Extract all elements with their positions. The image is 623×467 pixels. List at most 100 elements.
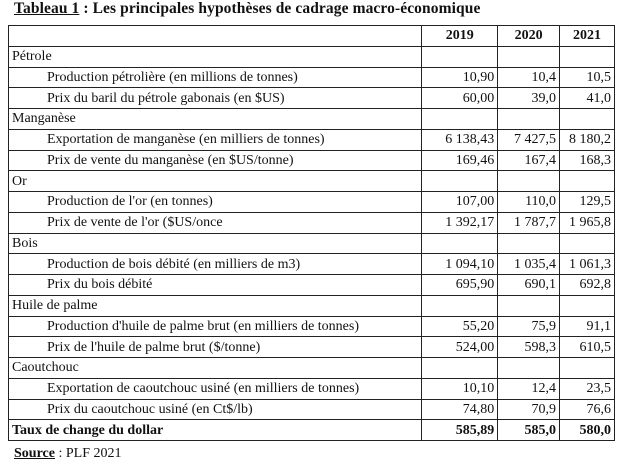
value-cell-2019 <box>421 294 499 317</box>
value-cell-2021: 10,5 <box>559 66 615 89</box>
table-row: Production pétrolière (en millions de to… <box>7 66 615 89</box>
row-label: Production pétrolière (en millions de to… <box>7 66 423 89</box>
value-cell-2019 <box>421 170 499 192</box>
table-row: Prix du baril du pétrole gabonais (en $U… <box>7 87 615 109</box>
value-cell-2021: 580,0 <box>559 419 615 441</box>
value-cell-2019: 585,89 <box>421 419 499 441</box>
row-label: Taux de change du dollar <box>7 419 423 441</box>
section-label: Huile de palme <box>7 294 423 317</box>
row-label: Production d'huile de palme brut (en mil… <box>7 315 423 338</box>
value-cell-2021: 76,6 <box>559 398 615 421</box>
value-cell-2019: 6 138,43 <box>421 128 499 151</box>
value-cell-2021 <box>559 294 615 317</box>
value-cell-2020: 598,3 <box>497 336 561 358</box>
value-cell-2021: 168,3 <box>559 149 615 172</box>
table-row: Production de bois débité (en milliers d… <box>7 253 615 275</box>
row-label: Production de bois débité (en milliers d… <box>7 253 423 275</box>
value-cell-2020: 7 427,5 <box>497 128 561 151</box>
value-cell-2020: 167,4 <box>497 149 561 172</box>
row-label: Exportation de caoutchouc usiné (en mill… <box>7 377 423 400</box>
value-cell-2020: 12,4 <box>497 377 561 400</box>
value-cell-2020 <box>497 294 561 317</box>
table-row: Prix du caoutchouc usiné (en Ct$/lb) 74,8… <box>7 398 615 421</box>
value-cell-2020: 75,9 <box>497 315 561 338</box>
row-label: Prix du bois débité <box>7 274 423 296</box>
section-row: Bois <box>7 232 615 255</box>
section-label: Or <box>7 170 423 192</box>
table-body: 2019 2020 2021 Pétrole Production pétroli… <box>7 25 615 441</box>
value-cell-2021: 1 965,8 <box>559 211 615 234</box>
value-cell-2020: 585,0 <box>497 419 561 441</box>
value-cell-2019: 107,00 <box>421 191 499 213</box>
value-cell-2021: 23,5 <box>559 377 615 400</box>
section-row: Huile de palme <box>7 294 615 317</box>
section-row: Or <box>7 170 615 192</box>
value-cell-2020: 110,0 <box>497 191 561 213</box>
header-year-2020: 2020 <box>497 25 561 47</box>
value-cell-2019: 524,00 <box>421 336 499 358</box>
header-year-2021: 2021 <box>559 25 615 47</box>
table-row: Prix du bois débité 695,90 690,1 692,8 <box>7 274 615 296</box>
value-cell-2019: 695,90 <box>421 274 499 296</box>
row-label: Prix de vente de l'or ($US/once <box>7 211 423 234</box>
value-cell-2020: 39,0 <box>497 87 561 109</box>
value-cell-2020: 10,4 <box>497 66 561 89</box>
value-cell-2021 <box>559 170 615 192</box>
row-label: Production de l'or (en tonnes) <box>7 191 423 213</box>
header-row: 2019 2020 2021 <box>7 25 615 47</box>
table-row: Prix de vente du manganèse (en $US/tonne… <box>7 149 615 172</box>
value-cell-2019 <box>421 357 499 379</box>
section-row: Caoutchouc <box>7 357 615 379</box>
value-cell-2020 <box>497 108 561 130</box>
value-cell-2019: 1 094,10 <box>421 253 499 275</box>
value-cell-2019: 1 392,17 <box>421 211 499 234</box>
value-cell-2020: 690,1 <box>497 274 561 296</box>
table-row: Production de l'or (en tonnes) 107,00 110,… <box>7 191 615 213</box>
row-label: Prix du caoutchouc usiné (en Ct$/lb) <box>7 398 423 421</box>
value-cell-2019: 10,10 <box>421 377 499 400</box>
header-empty-cell <box>7 25 423 47</box>
value-cell-2019: 10,90 <box>421 66 499 89</box>
table-title: Tableau 1 : Les principales hypothèses d… <box>14 0 480 18</box>
table-row: Prix de vente de l'or ($US/once 1 392,17 1… <box>7 211 615 234</box>
table-number: Tableau 1 <box>14 0 80 17</box>
section-label: Caoutchouc <box>7 357 423 379</box>
value-cell-2021: 692,8 <box>559 274 615 296</box>
section-label: Pétrole <box>7 45 423 68</box>
value-cell-2021: 41,0 <box>559 87 615 109</box>
table-row: Production d'huile de palme brut (en mil… <box>7 315 615 338</box>
value-cell-2021 <box>559 108 615 130</box>
value-cell-2021: 610,5 <box>559 336 615 358</box>
value-cell-2021 <box>559 45 615 68</box>
value-cell-2019: 169,46 <box>421 149 499 172</box>
value-cell-2020: 1 787,7 <box>497 211 561 234</box>
section-label: Manganèse <box>7 108 423 130</box>
section-label: Bois <box>7 232 423 255</box>
value-cell-2021: 1 061,3 <box>559 253 615 275</box>
source-label: Source <box>14 446 55 461</box>
table-row: Exportation de manganèse (en milliers de… <box>7 128 615 151</box>
row-label: Prix de l'huile de palme brut ($/tonne) <box>7 336 423 358</box>
section-row: Pétrole <box>7 45 615 68</box>
source-note: Source : PLF 2021 <box>14 446 121 462</box>
value-cell-2021 <box>559 357 615 379</box>
value-cell-2021: 129,5 <box>559 191 615 213</box>
value-cell-2020 <box>497 232 561 255</box>
hypotheses-table: 2019 2020 2021 Pétrole Production pétroli… <box>7 25 615 441</box>
value-cell-2021 <box>559 232 615 255</box>
value-cell-2020: 70,9 <box>497 398 561 421</box>
row-label: Prix du baril du pétrole gabonais (en $U… <box>7 87 423 109</box>
value-cell-2019: 60,00 <box>421 87 499 109</box>
value-cell-2019 <box>421 108 499 130</box>
table-row: Exportation de caoutchouc usiné (en mill… <box>7 377 615 400</box>
value-cell-2019: 74,80 <box>421 398 499 421</box>
section-row: Manganèse <box>7 108 615 130</box>
row-label: Exportation de manganèse (en milliers de… <box>7 128 423 151</box>
value-cell-2019 <box>421 45 499 68</box>
row-label: Prix de vente du manganèse (en $US/tonne… <box>7 149 423 172</box>
table-caption: : Les principales hypothèses de cadrage … <box>79 0 481 17</box>
value-cell-2021: 8 180,2 <box>559 128 615 151</box>
value-cell-2019 <box>421 232 499 255</box>
source-text: : PLF 2021 <box>54 446 122 461</box>
value-cell-2020 <box>497 45 561 68</box>
